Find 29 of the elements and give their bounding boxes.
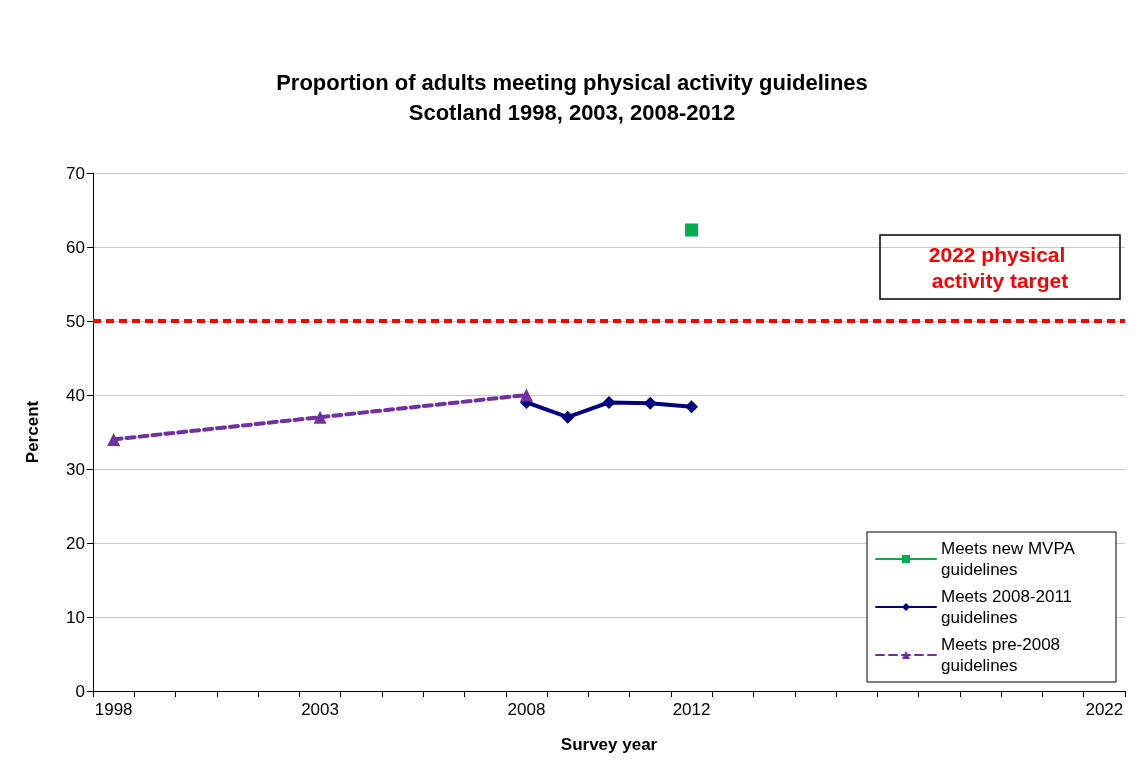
y-tick-label: 60 — [66, 237, 85, 257]
y-tick-label: 70 — [66, 163, 85, 183]
y-tick-label: 20 — [66, 533, 85, 553]
x-tick-label: 2003 — [301, 700, 339, 719]
y-tick-label: 10 — [66, 607, 85, 627]
legend-label: Meets pre-2008 guidelines — [941, 635, 1065, 675]
y-axis-title: Percent — [23, 400, 42, 464]
point — [685, 400, 699, 414]
x-tick-label: 1998 — [94, 700, 133, 719]
point — [602, 395, 616, 409]
legend-label: Meets 2008-2011 guidelines — [941, 587, 1077, 627]
point — [313, 410, 327, 424]
x-axis-title: Survey year — [560, 735, 658, 754]
point — [107, 432, 121, 446]
chart-title: Proportion of adults meeting physical activity guidelines — [276, 69, 868, 95]
y-tick-label: 50 — [66, 311, 85, 331]
x-tick-label: 2008 — [507, 700, 546, 719]
point — [519, 388, 533, 402]
y-tick-label: 0 — [75, 681, 85, 701]
point — [685, 223, 699, 237]
ref-line-label: 2022 physical activity target — [928, 242, 1072, 292]
y-tick-label: 30 — [66, 459, 85, 479]
point — [561, 410, 575, 424]
chart-subtitle: Scotland 1998, 2003, 2008-2012 — [408, 99, 736, 125]
legend-label: Meets new MVPA guidelines — [941, 539, 1079, 579]
x-tick-label: 2022 — [1085, 700, 1124, 719]
point — [643, 396, 657, 410]
x-tick-label: 2012 — [672, 700, 711, 719]
y-tick-label: 40 — [66, 385, 85, 405]
